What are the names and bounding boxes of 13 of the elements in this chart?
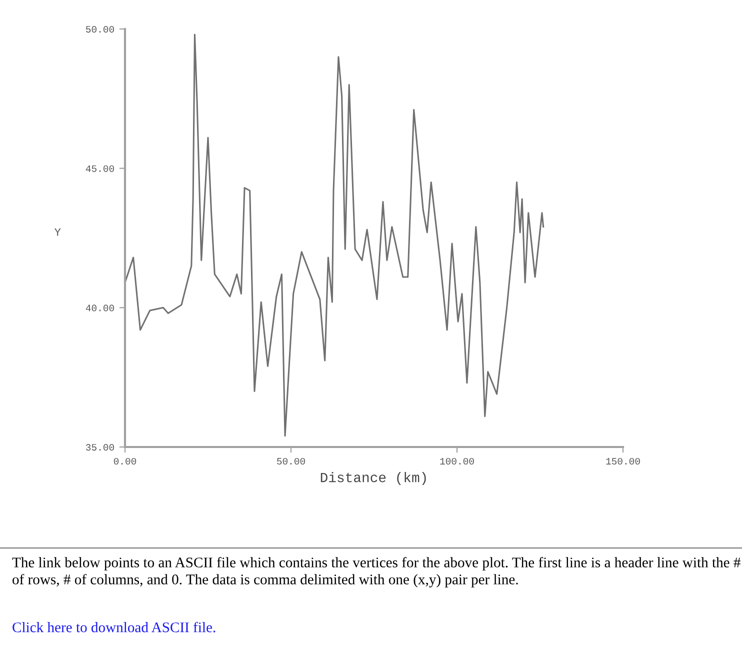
text: Click here to download ASCII file. xyxy=(12,622,216,632)
x-axis-title: Distance (km) xyxy=(320,472,426,485)
x-tick-label: 150.00 xyxy=(606,458,640,465)
y-tick-label: 35.00 xyxy=(86,444,114,451)
line-series xyxy=(125,34,544,437)
y-tick-label: 45.00 xyxy=(86,165,114,172)
y-tick-label: 40.00 xyxy=(86,304,114,312)
text: The link below points to an ASCII file which contains the vertices for the above plot. The first line is a header line with the # of rows, # of columns, and 0. The data is comma delimited with one (x,y) pair per line. xyxy=(12,557,740,588)
y-tick-label: 50.00 xyxy=(86,26,114,33)
x-tick-label: 100.00 xyxy=(440,458,474,465)
x-tick-label: 50.00 xyxy=(277,458,305,465)
y-axis-title: Y xyxy=(54,228,61,236)
x-tick-label: 0.00 xyxy=(114,458,136,465)
